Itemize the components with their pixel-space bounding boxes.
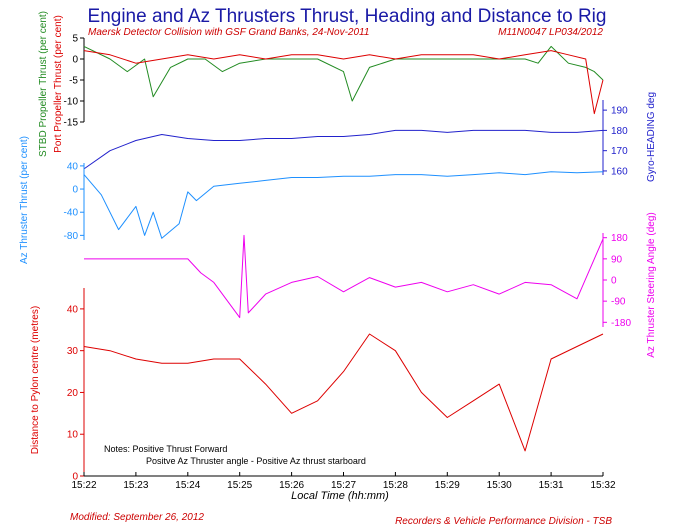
propeller-axis-label: Port Propeller Thrust (per cent) bbox=[53, 15, 64, 153]
footer-division: Recorders & Vehicle Performance Division… bbox=[395, 516, 612, 527]
heading-y-tick-label: 180 bbox=[611, 126, 628, 137]
panel-az_angle: 180 90 0 -90 -180 Az Thruster Steering Angle … bbox=[84, 212, 657, 358]
x-tick-label: 15:25 bbox=[227, 480, 252, 491]
az_thrust-y-tick-label: -80 bbox=[64, 231, 79, 242]
az_angle-axis-label: Az Thruster Steering Angle (deg) bbox=[646, 212, 657, 357]
x-tick-label: 15:32 bbox=[590, 480, 615, 491]
series-distance-line bbox=[83, 333, 604, 452]
propeller-y-tick-label: -5 bbox=[69, 76, 78, 87]
propeller-y-tick-label: -15 bbox=[64, 118, 79, 129]
az_angle-y-tick-label: 90 bbox=[611, 254, 623, 265]
heading-axis-label: Gyro-HEADING deg bbox=[646, 92, 657, 182]
heading-y-tick-label: 170 bbox=[611, 146, 628, 157]
az_angle-y-tick-label: -90 bbox=[611, 297, 626, 308]
x-tick-label: 15:22 bbox=[71, 480, 96, 491]
az_thrust-y-tick-label: 0 bbox=[72, 185, 78, 196]
x-tick-label: 15:24 bbox=[175, 480, 200, 491]
panel-distance: 40 30 20 10 0 Distance to Pylon centre (metre… bbox=[30, 288, 604, 483]
series-port-line bbox=[83, 50, 604, 115]
distance-y-tick-label: 30 bbox=[67, 346, 79, 357]
panels-group: 5 0 -5 -10 -15 STBD Propeller Thrust (per cen… bbox=[19, 11, 657, 482]
note-line-2: Positve Az Thruster angle - Positive Az … bbox=[146, 456, 366, 466]
distance-y-tick-label: 40 bbox=[67, 304, 79, 315]
distance-y-tick-label: 20 bbox=[67, 388, 79, 399]
x-tick-label: 15:31 bbox=[539, 480, 564, 491]
propeller-axis-label: STBD Propeller Thrust (per cent) bbox=[38, 11, 49, 157]
series-stbd-line bbox=[83, 45, 604, 102]
x-tick-label: 15:23 bbox=[123, 480, 148, 491]
chart-title: Engine and Az Thrusters Thrust, Heading … bbox=[88, 6, 607, 27]
heading-y-tick-label: 160 bbox=[611, 166, 628, 177]
heading-y-tick-label: 190 bbox=[611, 106, 628, 117]
distance-y-tick-label: 10 bbox=[67, 430, 79, 441]
az_thrust-axis-label: Az Thruster Thrust (per cent) bbox=[19, 136, 30, 264]
x-axis: 15:22 15:23 15:24 15:25 15:26 15:27 15:28 15:29… bbox=[71, 472, 616, 491]
az_angle-y-tick-label: 180 bbox=[611, 233, 628, 244]
chart-subtitle-left: Maersk Detector Collision with GSF Grand… bbox=[88, 27, 369, 38]
series-az_angle-line bbox=[84, 234, 604, 319]
x-tick-label: 15:26 bbox=[279, 480, 304, 491]
chart-subtitle-right: M11N0047 LP034/2012 bbox=[498, 27, 603, 38]
az_angle-y-tick-label: -180 bbox=[611, 318, 631, 329]
az_thrust-y-tick-label: -40 bbox=[64, 208, 79, 219]
propeller-y-tick-label: 0 bbox=[72, 55, 78, 66]
panel-az_thrust: 40 0 -40 -80 Az Thruster Thrust (per cent) bbox=[19, 136, 604, 264]
x-tick-label: 15:29 bbox=[435, 480, 460, 491]
distance-axis-label: Distance to Pylon centre (metres) bbox=[30, 306, 41, 454]
series-heading-line bbox=[83, 129, 604, 170]
x-tick-label: 15:27 bbox=[331, 480, 356, 491]
propeller-y-tick-label: 5 bbox=[72, 34, 78, 45]
x-axis-label: Local Time (hh:mm) bbox=[291, 490, 389, 502]
footer-modified: Modified: September 26, 2012 bbox=[70, 512, 204, 523]
propeller-y-tick-label: -10 bbox=[64, 97, 79, 108]
panel-propeller: 5 0 -5 -10 -15 STBD Propeller Thrust (per cen… bbox=[38, 11, 604, 157]
x-tick-label: 15:28 bbox=[383, 480, 408, 491]
x-tick-label: 15:30 bbox=[487, 480, 512, 491]
panel-heading: 190 180 170 160 Gyro-HEADING deg bbox=[83, 92, 657, 182]
note-line-1: Notes: Positive Thrust Forward bbox=[104, 444, 227, 454]
series-az_thrust-line bbox=[83, 171, 604, 239]
az_angle-y-tick-label: 0 bbox=[611, 276, 617, 287]
distance-y-tick-label: 0 bbox=[72, 472, 78, 483]
az_thrust-y-tick-label: 40 bbox=[67, 161, 79, 172]
